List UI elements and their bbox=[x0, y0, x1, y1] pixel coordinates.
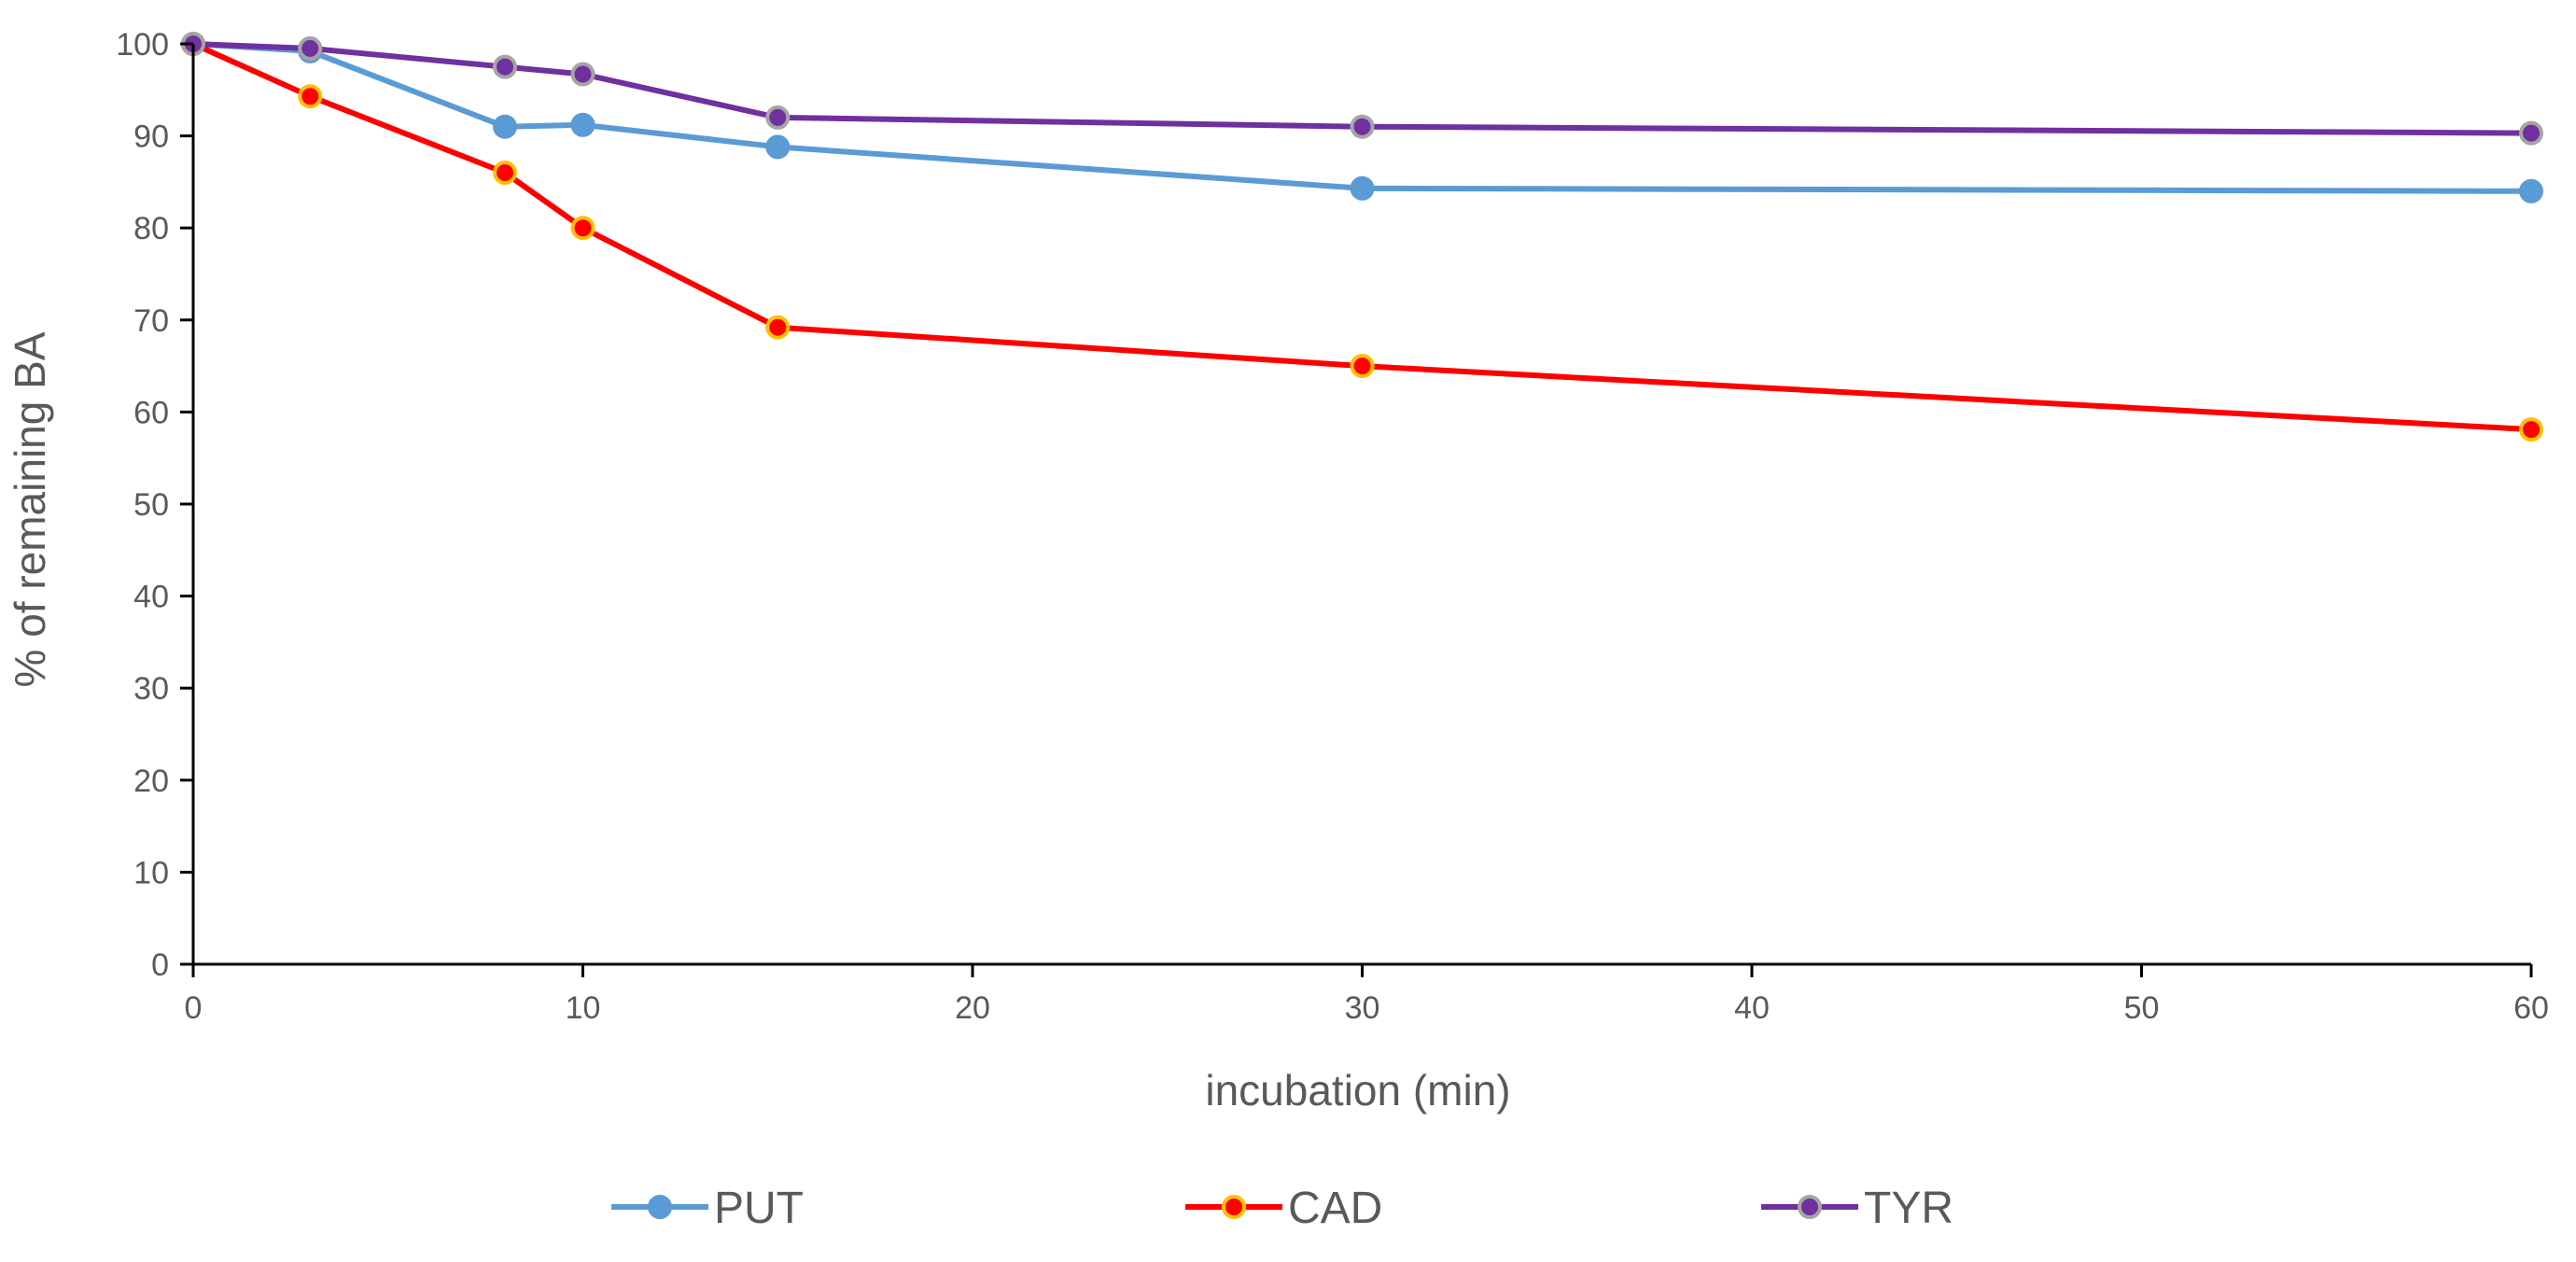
y-tick-label: 100 bbox=[116, 27, 169, 63]
legend-marker bbox=[648, 1195, 672, 1219]
data-point-put bbox=[493, 114, 517, 139]
legend-item-put: PUT bbox=[611, 1184, 804, 1233]
data-point-cad bbox=[2519, 417, 2543, 442]
plot-series bbox=[181, 32, 2543, 442]
y-tick-label: 70 bbox=[133, 303, 169, 339]
y-tick-label: 30 bbox=[133, 671, 169, 707]
legend-label: TYR bbox=[1864, 1184, 1953, 1233]
data-point-cad bbox=[493, 161, 517, 186]
legend-label: PUT bbox=[714, 1184, 804, 1233]
y-axis-ticks: 0 10 20 30 40 50 60 70 80 90 100 bbox=[116, 27, 193, 983]
y-tick-label: 0 bbox=[151, 947, 169, 983]
data-point-cad bbox=[570, 216, 595, 241]
y-tick-label: 80 bbox=[133, 211, 169, 246]
legend-marker bbox=[1798, 1195, 1822, 1219]
x-tick-label: 0 bbox=[185, 990, 203, 1026]
x-tick-label: 60 bbox=[2513, 990, 2549, 1026]
x-axis-ticks: 0 10 20 30 40 50 60 bbox=[185, 964, 2549, 1026]
x-tick-label: 10 bbox=[566, 990, 601, 1026]
y-tick-label: 20 bbox=[133, 764, 169, 799]
data-point-cad bbox=[1350, 354, 1375, 379]
chart-legend: PUT CAD TYR bbox=[611, 1184, 1953, 1233]
x-tick-label: 30 bbox=[1345, 990, 1380, 1026]
data-point-tyr bbox=[493, 54, 517, 79]
data-point-put bbox=[2519, 178, 2543, 203]
legend-item-tyr: TYR bbox=[1761, 1184, 1953, 1233]
data-point-cad bbox=[298, 84, 323, 109]
series-tyr bbox=[181, 32, 2543, 146]
x-tick-label: 40 bbox=[1734, 990, 1770, 1026]
data-point-tyr bbox=[298, 35, 323, 61]
data-point-tyr bbox=[1350, 114, 1375, 139]
data-point-tyr bbox=[2519, 120, 2543, 146]
data-point-put bbox=[765, 134, 791, 160]
data-point-tyr bbox=[570, 62, 595, 87]
data-point-put bbox=[1350, 175, 1375, 201]
legend-label: CAD bbox=[1288, 1184, 1382, 1233]
y-tick-label: 60 bbox=[133, 395, 169, 430]
data-point-tyr bbox=[765, 105, 791, 130]
x-tick-label: 50 bbox=[2124, 990, 2160, 1026]
y-tick-label: 50 bbox=[133, 487, 169, 523]
legend-item-cad: CAD bbox=[1185, 1184, 1382, 1233]
legend-marker bbox=[1222, 1195, 1246, 1219]
y-axis-title: % of remaining BA bbox=[6, 331, 54, 687]
y-tick-label: 10 bbox=[133, 855, 169, 890]
data-point-put bbox=[570, 112, 595, 137]
x-tick-label: 20 bbox=[955, 990, 990, 1026]
series-cad bbox=[181, 32, 2543, 442]
y-tick-label: 40 bbox=[133, 580, 169, 615]
x-axis-title: incubation (min) bbox=[1205, 1066, 1510, 1115]
data-point-cad bbox=[765, 315, 791, 340]
y-tick-label: 90 bbox=[133, 119, 169, 155]
